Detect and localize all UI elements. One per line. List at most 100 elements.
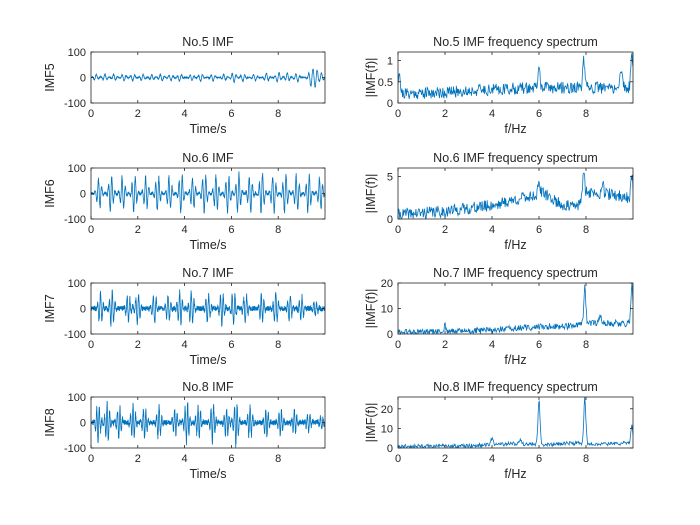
y-tick-label: 100 [68, 278, 86, 290]
x-tick-label: 4 [489, 339, 495, 351]
x-tick-label: 6 [228, 108, 234, 120]
spectrum-line [398, 283, 633, 334]
x-tick-label: 4 [182, 453, 188, 465]
x-tick-label: 2 [442, 108, 448, 120]
y-axis-label: IMF6 [43, 179, 57, 208]
y-tick-label: 0 [80, 304, 86, 316]
x-tick-label: 6 [536, 453, 542, 465]
y-axis-label: IMF7 [43, 294, 57, 323]
y-tick-label: -100 [64, 98, 86, 110]
axes-box [397, 51, 634, 104]
y-tick-label: 10 [381, 423, 393, 435]
x-tick-label: 8 [583, 339, 589, 351]
y-tick-label: 0.5 [378, 77, 393, 89]
x-tick-label: 2 [442, 224, 448, 236]
y-tick-label: 0 [80, 189, 86, 201]
y-tick-label: 0 [387, 443, 393, 455]
x-tick-label: 8 [275, 453, 281, 465]
x-tick-label: 2 [135, 224, 141, 236]
y-tick-label: 100 [68, 163, 86, 175]
y-axis-label: IMF8 [43, 408, 57, 437]
x-tick-label: 4 [182, 339, 188, 351]
subplot-title: No.8 IMF [182, 380, 234, 394]
subplot-8: 0 2 4 6 8 20 10 0 No.8 IMF frequency spectrum f/H… [364, 380, 634, 481]
spectrum-line [398, 52, 633, 100]
y-tick-label: 10 [381, 304, 393, 316]
x-tick-label: 4 [182, 224, 188, 236]
y-tick-label: -100 [64, 214, 86, 226]
imf-signal-line [91, 400, 325, 448]
x-tick-label: 0 [395, 339, 401, 351]
subplot-title: No.6 IMF [182, 151, 234, 165]
subplot-4: 0 2 4 6 8 5 0 No.6 IMF frequency spectrum f/Hz |I… [364, 151, 634, 252]
x-tick-label: 6 [228, 339, 234, 351]
x-axis-label: Time/s [189, 122, 226, 136]
x-tick-label: 8 [275, 339, 281, 351]
x-tick-label: 8 [275, 108, 281, 120]
x-tick-label: 0 [395, 224, 401, 236]
y-tick-label: 100 [68, 392, 86, 404]
spectrum-line [398, 172, 633, 219]
subplot-title: No.5 IMF [182, 35, 234, 49]
y-axis-label: IMF5 [43, 63, 57, 92]
subplot-2: 0 2 4 6 8 1 0.5 0 No.5 IMF frequency spectrum f/H… [364, 35, 634, 136]
y-axis-label: |IMF(f)| [364, 289, 378, 329]
x-tick-label: 6 [536, 339, 542, 351]
y-tick-label: 0 [80, 418, 86, 430]
x-tick-label: 6 [228, 453, 234, 465]
x-tick-label: 2 [442, 339, 448, 351]
x-axis-label: Time/s [189, 467, 226, 481]
axes-box [397, 396, 634, 449]
y-tick-label: 0 [387, 98, 393, 110]
x-tick-label: 8 [583, 108, 589, 120]
x-tick-label: 6 [228, 224, 234, 236]
x-axis-label: f/Hz [504, 353, 526, 367]
y-tick-label: -100 [64, 329, 86, 341]
x-axis-label: f/Hz [504, 467, 526, 481]
plot-area [398, 397, 633, 448]
y-tick-label: 0 [387, 214, 393, 226]
x-tick-label: 4 [489, 224, 495, 236]
y-tick-label: 20 [381, 278, 393, 290]
x-axis-label: f/Hz [504, 238, 526, 252]
x-axis-label: f/Hz [504, 122, 526, 136]
x-tick-label: 2 [135, 108, 141, 120]
y-tick-label: 1 [387, 56, 393, 68]
y-tick-label: 0 [80, 73, 86, 85]
x-tick-label: 8 [583, 453, 589, 465]
subplot-title: No.5 IMF frequency spectrum [433, 35, 598, 49]
x-tick-label: 0 [395, 453, 401, 465]
x-tick-label: 4 [489, 453, 495, 465]
x-tick-label: 4 [182, 108, 188, 120]
imf-signal-line [91, 289, 325, 328]
x-axis-label: Time/s [189, 353, 226, 367]
x-tick-label: 0 [88, 224, 94, 236]
x-tick-label: 0 [88, 339, 94, 351]
x-tick-label: 2 [442, 453, 448, 465]
axes-box [397, 167, 634, 220]
imf-signal-line [91, 68, 325, 88]
subplot-6: 0 2 4 6 8 20 10 0 No.7 IMF frequency spectrum f/H… [364, 266, 634, 367]
y-axis-label: |IMF(f)| [364, 174, 378, 214]
x-axis-label: Time/s [189, 238, 226, 252]
x-tick-label: 0 [88, 108, 94, 120]
subplot-title: No.7 IMF frequency spectrum [433, 266, 598, 280]
y-axis-label: |IMF(f)| [364, 403, 378, 443]
x-tick-label: 8 [275, 224, 281, 236]
y-tick-label: 20 [381, 404, 393, 416]
spectrum-line [398, 397, 633, 448]
x-tick-label: 0 [88, 453, 94, 465]
y-tick-label: 100 [68, 47, 86, 59]
y-tick-label: -100 [64, 443, 86, 455]
x-tick-label: 4 [489, 108, 495, 120]
subplot-title: No.6 IMF frequency spectrum [433, 151, 598, 165]
imf-signal-line [91, 171, 325, 214]
x-tick-label: 2 [135, 453, 141, 465]
x-tick-label: 6 [536, 224, 542, 236]
